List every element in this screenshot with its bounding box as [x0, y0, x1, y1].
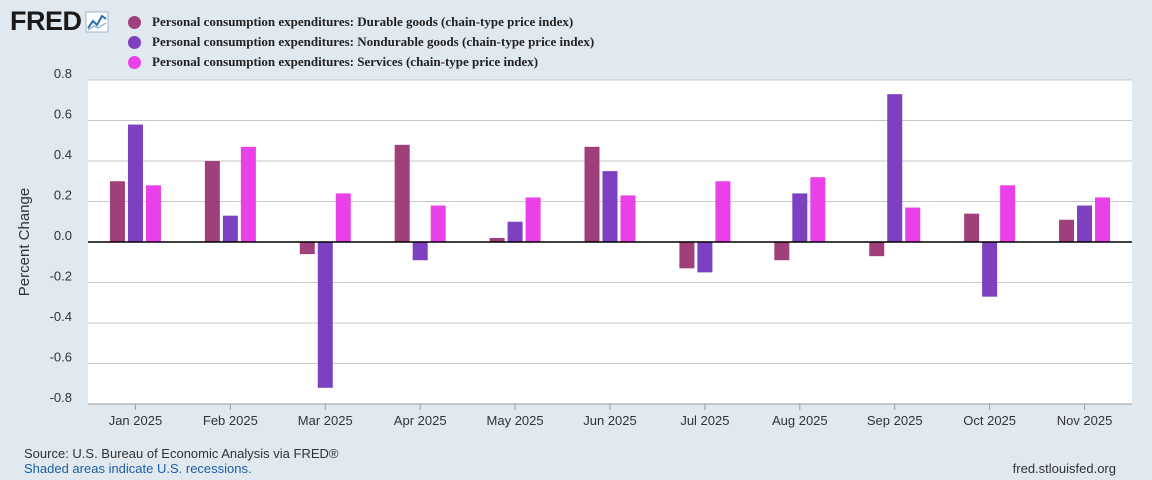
bar-nondurable[interactable] [792, 193, 808, 242]
y-tick-label: 0.0 [54, 228, 72, 243]
legend-label-durable: Personal consumption expenditures: Durab… [152, 14, 574, 29]
bar-durable[interactable] [869, 242, 885, 257]
bar-services[interactable] [1095, 197, 1111, 242]
y-tick-label: 0.4 [54, 147, 72, 162]
x-tick-label: Jan 2025 [109, 413, 163, 428]
source-note: Source: U.S. Bureau of Economic Analysis… [24, 446, 339, 461]
bar-services[interactable] [335, 193, 351, 242]
x-tick-label: Oct 2025 [963, 413, 1016, 428]
y-tick-label: 0.8 [54, 66, 72, 81]
y-tick-label: -0.4 [50, 309, 72, 324]
legend-marker-durable [128, 15, 141, 29]
x-tick-label: Aug 2025 [772, 413, 828, 428]
legend-item-services[interactable]: Personal consumption expenditures: Servi… [128, 52, 594, 72]
bar-nondurable[interactable] [887, 94, 903, 242]
y-axis-label: Percent Change [16, 188, 33, 296]
legend-marker-nondurable [128, 35, 141, 49]
bar-durable[interactable] [394, 144, 410, 242]
bar-services[interactable] [525, 197, 541, 242]
legend-label-services: Personal consumption expenditures: Servi… [152, 54, 539, 69]
bar-services[interactable] [145, 185, 161, 242]
bar-services[interactable] [810, 177, 826, 242]
y-tick-label: 0.6 [54, 107, 72, 122]
bar-nondurable[interactable] [602, 171, 618, 242]
bar-durable[interactable] [109, 181, 125, 242]
legend-label-nondurable: Personal consumption expenditures: Nondu… [152, 34, 595, 49]
fred-logo[interactable]: FRED [10, 6, 109, 37]
bar-nondurable[interactable] [697, 242, 713, 273]
legend-item-nondurable[interactable]: Personal consumption expenditures: Nondu… [128, 32, 594, 52]
bar-services[interactable] [240, 146, 256, 242]
y-tick-label: -0.2 [50, 269, 72, 284]
x-tick-label: Mar 2025 [298, 413, 353, 428]
recession-note[interactable]: Shaded areas indicate U.S. recessions. [24, 461, 252, 476]
bar-durable[interactable] [774, 242, 790, 261]
bar-nondurable[interactable] [317, 242, 333, 388]
legend-item-durable[interactable]: Personal consumption expenditures: Durab… [128, 12, 594, 32]
bar-nondurable[interactable] [222, 215, 238, 242]
bar-services[interactable] [620, 195, 636, 242]
x-tick-label: Feb 2025 [203, 413, 258, 428]
bar-nondurable[interactable] [1077, 205, 1093, 242]
legend-marker-services [128, 55, 141, 69]
trend-line-icon [85, 11, 108, 32]
x-tick-label: Jul 2025 [680, 413, 729, 428]
bar-durable[interactable] [964, 213, 980, 242]
bar-durable[interactable] [299, 242, 315, 255]
x-tick-label: Jun 2025 [583, 413, 637, 428]
bar-services[interactable] [430, 205, 446, 242]
bar-durable[interactable] [204, 161, 220, 242]
fred-logo-text: FRED [10, 6, 82, 36]
x-tick-label: Sep 2025 [867, 413, 923, 428]
chart-legend: Personal consumption expenditures: Durab… [128, 12, 594, 72]
x-tick-label: May 2025 [487, 413, 544, 428]
bar-durable[interactable] [1059, 219, 1075, 242]
bar-nondurable[interactable] [127, 124, 143, 242]
y-tick-label: -0.6 [50, 350, 72, 365]
bar-durable[interactable] [679, 242, 695, 269]
x-tick-label: Apr 2025 [394, 413, 447, 428]
bar-services[interactable] [905, 207, 921, 242]
bar-nondurable[interactable] [412, 242, 428, 261]
bar-nondurable[interactable] [982, 242, 998, 297]
bar-durable[interactable] [584, 146, 600, 242]
y-tick-label: 0.2 [54, 188, 72, 203]
x-tick-label: Nov 2025 [1057, 413, 1113, 428]
bar-durable[interactable] [489, 237, 505, 242]
fred-url[interactable]: fred.stlouisfed.org [1012, 461, 1116, 476]
bar-services[interactable] [1000, 185, 1016, 242]
bar-services[interactable] [715, 181, 731, 242]
y-tick-label: -0.8 [50, 390, 72, 405]
bar-nondurable[interactable] [507, 221, 523, 242]
